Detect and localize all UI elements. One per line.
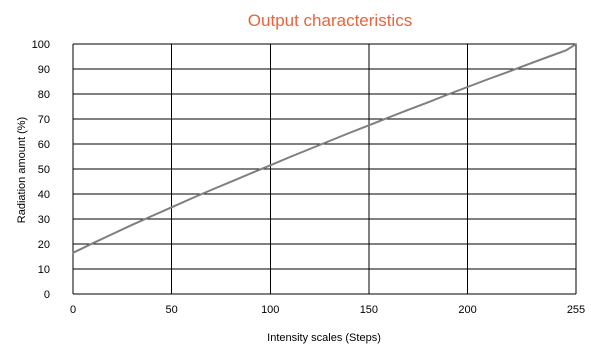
y-tick-label-80: 80 (38, 89, 50, 101)
y-tick-label-90: 90 (38, 64, 50, 76)
series-line-0 (72, 43, 577, 254)
tick-labels: 0 10 20 30 40 50 60 70 80 90 100 0 50 100 150 200 255 (32, 39, 586, 316)
x-tick-label-0: 0 (70, 304, 76, 316)
y-tick-label-100: 100 (32, 39, 50, 51)
grid-lines (72, 43, 577, 295)
y-tick-label-40: 40 (38, 189, 50, 201)
y-tick-label-0: 0 (44, 289, 50, 301)
series-layer (72, 43, 577, 254)
y-axis-label: Radiation amount (%) (16, 117, 28, 223)
x-tick-label-255: 255 (567, 304, 585, 316)
x-tick-label-150: 150 (360, 304, 378, 316)
x-tick-label-100: 100 (261, 304, 279, 316)
y-tick-label-50: 50 (38, 164, 50, 176)
y-tick-label-60: 60 (38, 139, 50, 151)
x-axis-label: Intensity scales (Steps) (267, 332, 381, 344)
y-tick-label-70: 70 (38, 114, 50, 126)
y-tick-label-10: 10 (38, 264, 50, 276)
x-tick-label-50: 50 (166, 304, 178, 316)
y-tick-label-30: 30 (38, 214, 50, 226)
y-tick-label-20: 20 (38, 239, 50, 251)
chart-title: Output characteristics (248, 11, 412, 30)
x-tick-label-200: 200 (458, 304, 476, 316)
